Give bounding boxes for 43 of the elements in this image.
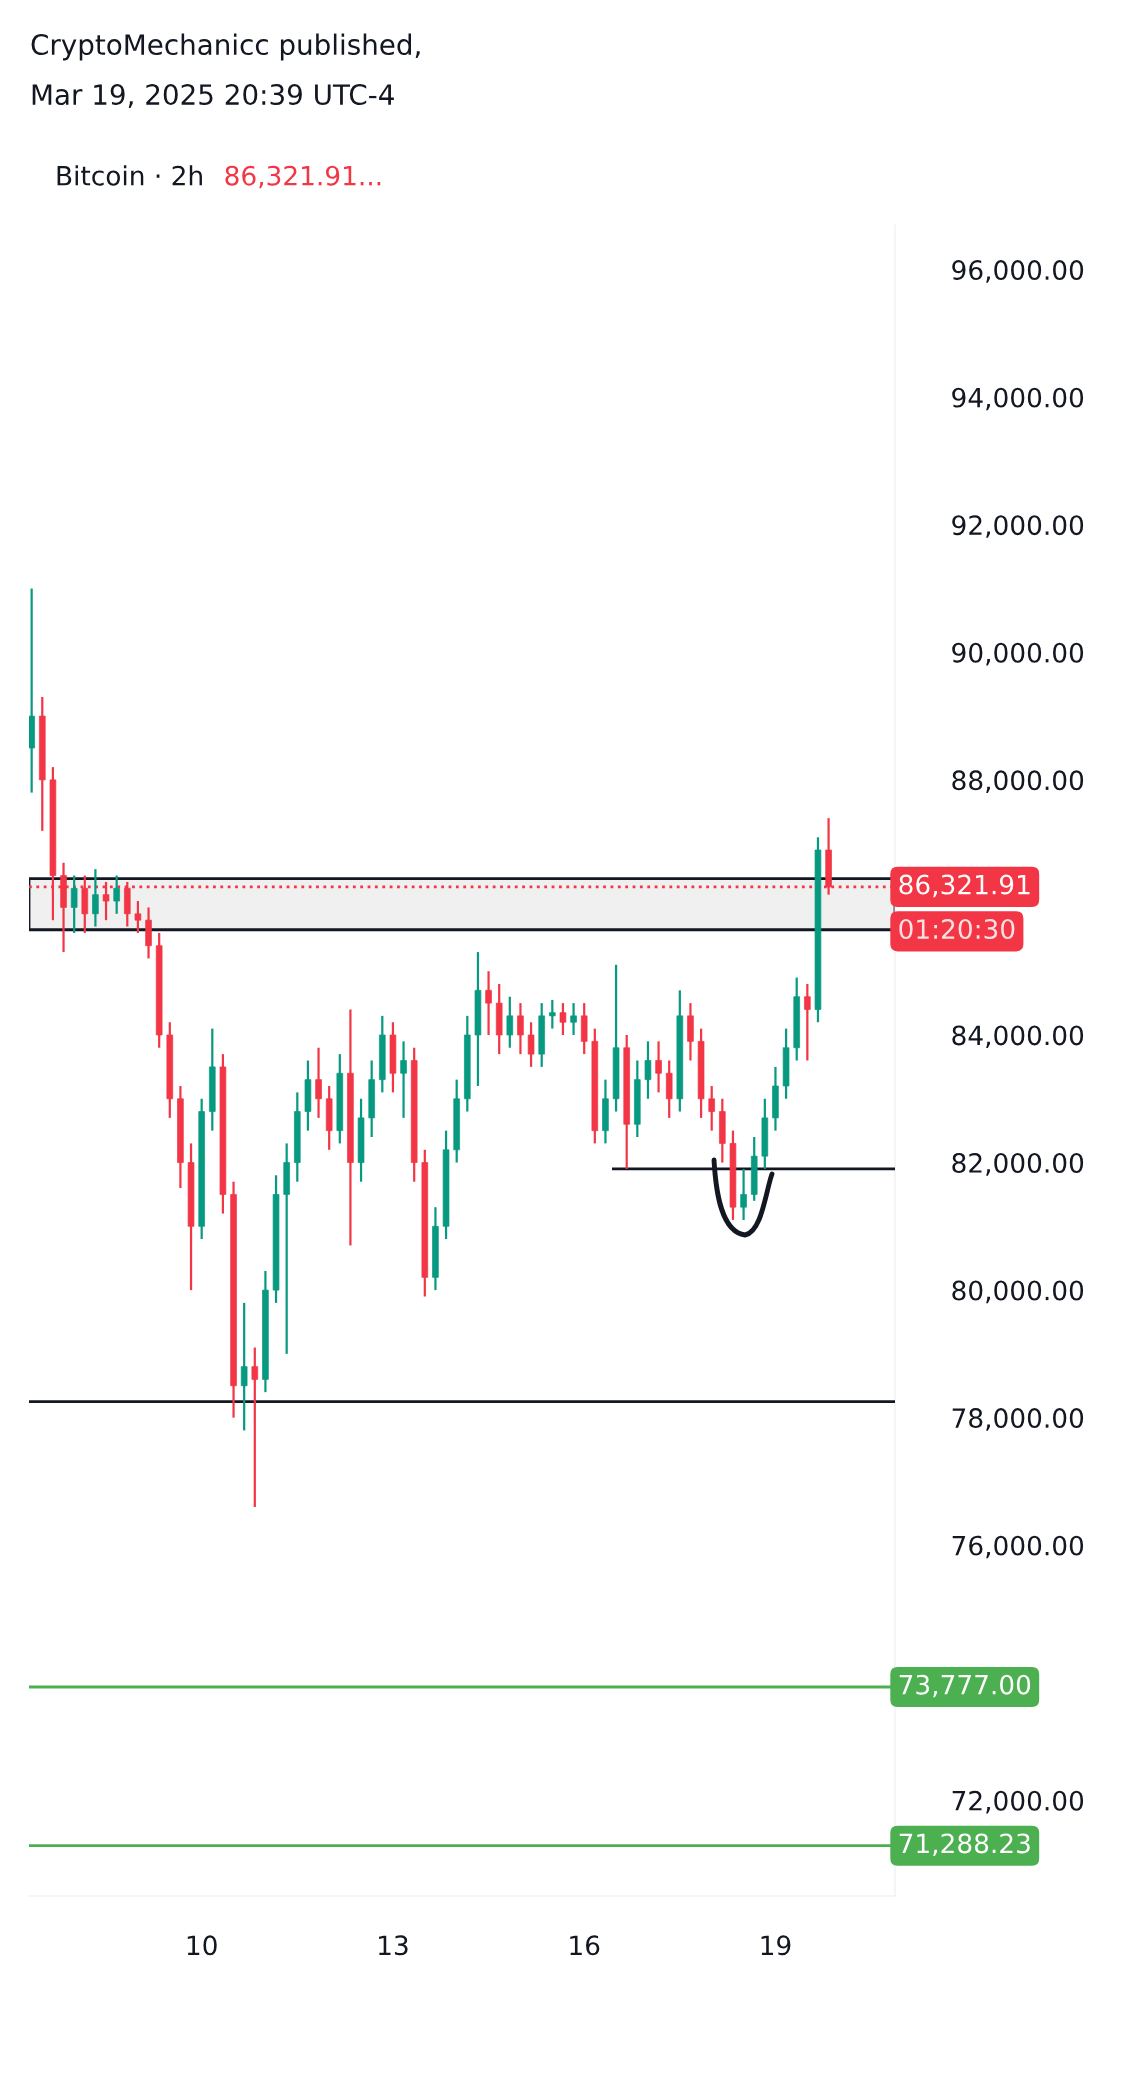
candlestick <box>644 1040 652 1100</box>
ref-line-label: 73,777.00 <box>899 1674 1031 1698</box>
candlestick <box>708 1084 715 1132</box>
y-tick-label: 88,000.00 <box>952 770 1084 793</box>
candlestick <box>400 1040 407 1120</box>
text: 01:20:30 <box>899 919 1015 939</box>
candlestick <box>570 1001 577 1037</box>
candlestick <box>655 1040 662 1094</box>
candlestick <box>549 998 556 1030</box>
candlestick <box>70 874 78 935</box>
text: Mar 19, 2025 20:39 UTC-4 <box>32 84 394 108</box>
y-tick-label: 76,000.00 <box>952 1535 1084 1559</box>
y-tick-label: 90,000.00 <box>952 642 1084 666</box>
candlestick <box>251 1346 259 1509</box>
y-tick-label: 96,000.00 <box>952 260 1084 283</box>
text: 86,321.91... <box>225 165 381 189</box>
y-tick-label: 72,000.00 <box>952 1790 1084 1814</box>
candlestick <box>517 1001 524 1056</box>
candlestick <box>559 1001 567 1037</box>
text: CryptoMechanicc published, <box>31 33 420 61</box>
x-tick-label: 16 <box>570 1935 600 1956</box>
candlestick <box>485 970 492 1037</box>
ref-line-label: 71,288.23 <box>899 1833 1030 1857</box>
candlestick <box>134 899 142 935</box>
candlestick <box>92 868 99 928</box>
x-tick-label: 10 <box>187 1935 217 1956</box>
x-tick-label: 13 <box>379 1935 408 1956</box>
candlestick <box>315 1046 322 1120</box>
y-tick-label: 78,000.00 <box>952 1408 1084 1431</box>
x-tick-label: 19 <box>761 1935 791 1956</box>
candlestick <box>113 874 120 915</box>
ref-line-label: 86,321.91 <box>899 874 1030 898</box>
y-tick-label: 84,000.00 <box>952 1025 1084 1049</box>
candlestick <box>804 982 811 1062</box>
chart-title: Bitcoin · 2h <box>57 165 202 186</box>
candlestick <box>740 1167 747 1222</box>
y-tick-label: 82,000.00 <box>952 1152 1084 1176</box>
y-tick-label: 92,000.00 <box>952 515 1084 538</box>
candlestick <box>240 1301 248 1432</box>
y-tick-label: 80,000.00 <box>952 1280 1084 1304</box>
candlestick <box>506 995 514 1049</box>
y-tick-label: 94,000.00 <box>952 387 1084 411</box>
candlestick <box>527 1021 535 1068</box>
